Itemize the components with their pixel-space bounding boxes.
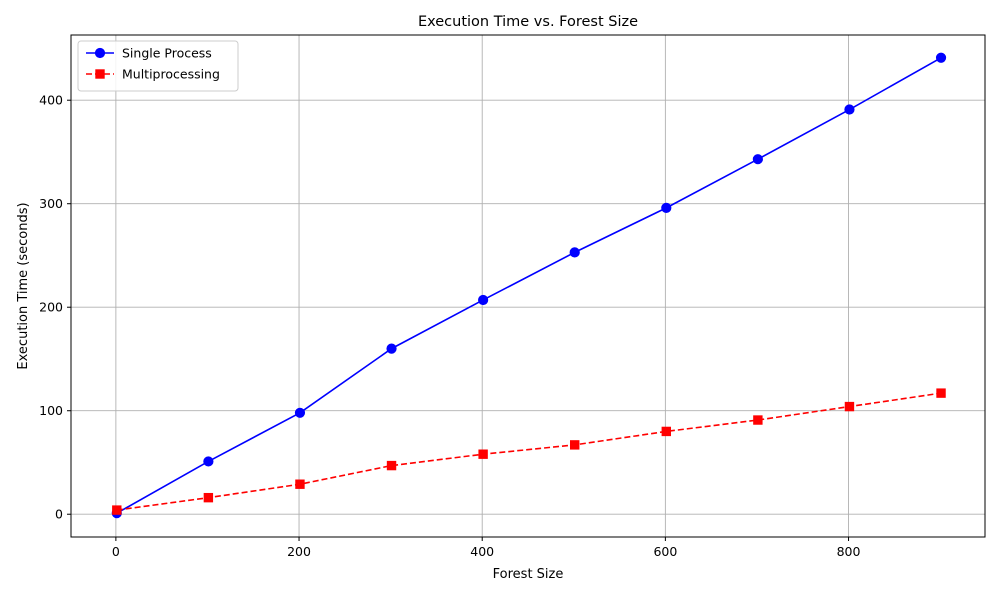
x-tick-label: 800	[837, 544, 861, 559]
legend-marker-multiprocessing	[95, 69, 105, 79]
data-point-single-process	[661, 202, 672, 213]
series-line-multiprocessing	[116, 392, 942, 511]
data-point-single-process	[569, 247, 580, 258]
legend-entry-multiprocessing: Multiprocessing	[86, 67, 220, 82]
legend-entry-single-process: Single Process	[86, 46, 212, 61]
data-point-multiprocessing	[753, 415, 763, 425]
legend-label-multiprocessing: Multiprocessing	[122, 67, 220, 82]
x-tick-label: 200	[287, 544, 311, 559]
data-point-multiprocessing	[936, 388, 946, 398]
data-point-multiprocessing	[844, 401, 855, 412]
x-tick-label: 400	[470, 544, 494, 559]
legend-entries: Single Process Multiprocessing	[86, 46, 220, 82]
y-tick-label: 200	[39, 300, 63, 315]
data-point-single-process	[844, 104, 855, 115]
legend-box	[77, 40, 239, 92]
data-point-single-process	[294, 407, 306, 418]
data-point-multiprocessing	[386, 460, 397, 471]
legend-label-single-process: Single Process	[122, 46, 212, 61]
series-multiprocessing	[112, 388, 946, 515]
data-point-single-process	[935, 52, 947, 63]
series-layer	[111, 52, 947, 519]
data-point-single-process	[203, 456, 214, 467]
data-point-multiprocessing	[112, 505, 122, 515]
legend: Single Process Multiprocessing	[77, 40, 239, 92]
x-axis-label: Forest Size	[493, 567, 564, 582]
data-point-single-process	[478, 294, 489, 306]
ticks: 0 200 400 600 800 0 100 200 300 400	[39, 93, 860, 559]
chart-title: Execution Time vs. Forest Size	[418, 14, 638, 30]
x-tick-label: 600	[653, 544, 677, 559]
series-single-process	[111, 52, 947, 519]
data-point-multiprocessing	[295, 479, 305, 489]
legend-marker-single-process	[94, 47, 106, 59]
data-point-single-process	[752, 154, 763, 165]
data-point-multiprocessing	[478, 449, 488, 459]
y-tick-label: 300	[39, 196, 63, 211]
y-axis-label: Execution Time (seconds)	[16, 202, 31, 369]
series-line-single-process	[116, 57, 942, 514]
grid	[71, 35, 985, 537]
plot-frame	[70, 34, 986, 538]
y-tick-label: 100	[39, 403, 63, 418]
x-tick-label: 0	[112, 544, 120, 559]
data-point-multiprocessing	[661, 426, 671, 437]
y-tick-label: 400	[39, 93, 63, 108]
data-point-multiprocessing	[570, 440, 580, 450]
y-tick-label: 0	[55, 507, 63, 522]
data-point-single-process	[386, 343, 397, 354]
data-point-multiprocessing	[203, 492, 214, 503]
